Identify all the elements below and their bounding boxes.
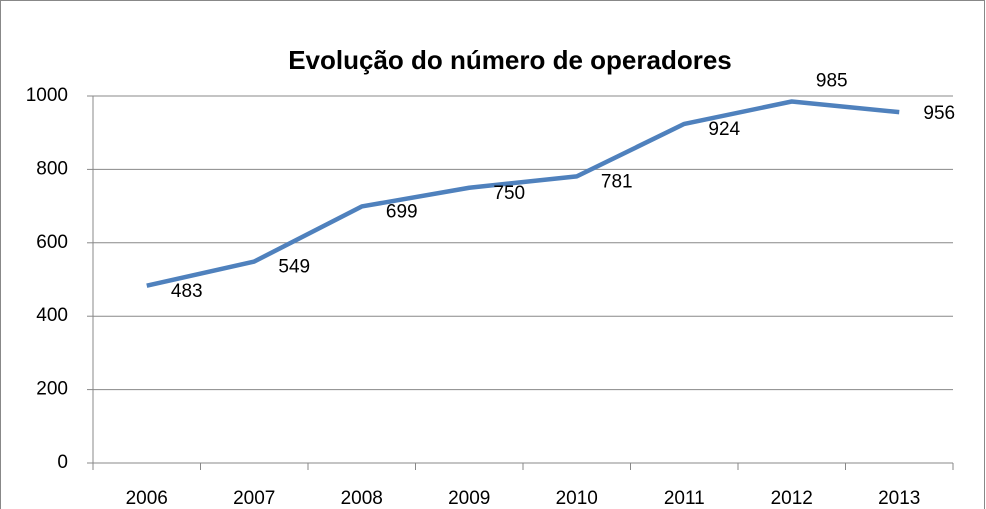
x-tick-label: 2008 [341,488,383,509]
x-tick-label: 2012 [771,488,813,509]
data-label: 956 [923,103,955,124]
y-tick-label: 0 [57,452,68,473]
data-label: 924 [708,119,740,140]
chart-title: Evolução do número de operadores [288,45,732,75]
y-tick-label: 1000 [26,85,68,106]
y-tick-label: 200 [36,379,68,400]
data-label: 549 [278,257,310,278]
data-label: 483 [171,281,203,302]
data-label: 781 [601,171,633,192]
y-tick-label: 800 [36,158,68,179]
data-label: 750 [493,183,525,204]
x-tick-label: 2006 [126,488,168,509]
y-tick-label: 400 [36,305,68,326]
x-tick-label: 2007 [233,488,275,509]
line [146,99,900,288]
x-tick-label: 2013 [878,488,920,509]
x-tick-label: 2010 [556,488,598,509]
data-label: 699 [386,201,418,222]
y-tick-label: 600 [36,232,68,253]
x-tick-label: 2009 [448,488,490,509]
data-label: 985 [816,71,848,92]
x-tick-label: 2011 [664,488,705,509]
